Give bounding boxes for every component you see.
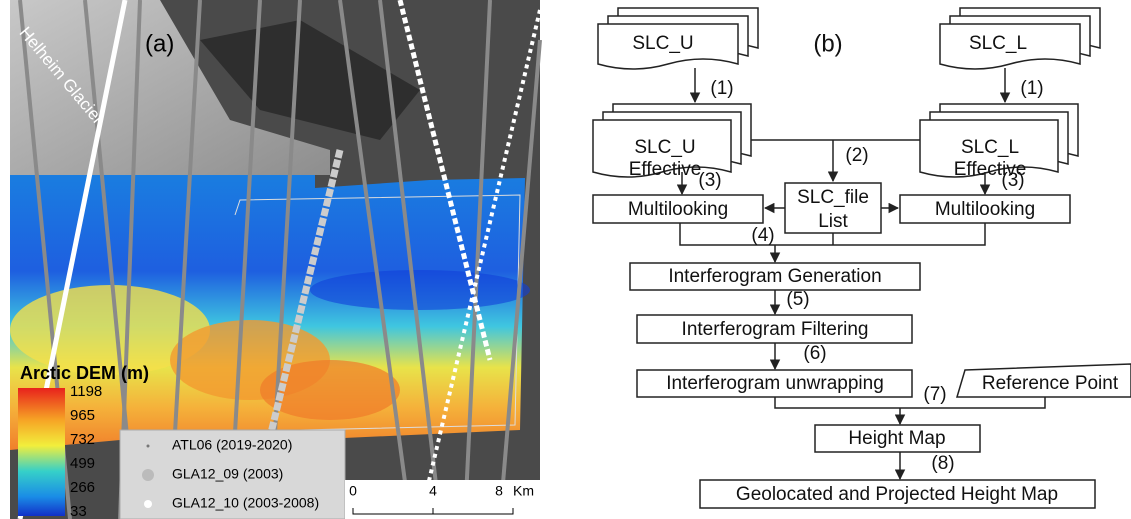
step-label: (1) [1020, 78, 1043, 99]
node-label: SLC_file [797, 187, 869, 208]
step-label: (2) [845, 145, 868, 166]
colorbar-tick-label: 965 [70, 407, 95, 424]
step-label: (3) [1001, 170, 1024, 191]
scale-label: 4 [429, 483, 437, 499]
colorbar-tick-label: 33 [70, 503, 87, 519]
dem-low [310, 270, 530, 310]
legend-entry: GLA12_10 (2003-2008) [172, 495, 319, 511]
node-label: Multilooking [628, 199, 728, 220]
colorbar-tick-label: 499 [70, 455, 95, 472]
node-label: List [818, 211, 848, 232]
connector [775, 397, 1045, 408]
flowchart-panel: (b) SLC_U SLC_L (1) (1) SLC_U Effective … [593, 8, 1131, 508]
step-label: (6) [803, 343, 826, 364]
legend-symbol [142, 469, 154, 481]
scale-label: 8 [495, 483, 503, 499]
legend-symbol [144, 500, 152, 508]
step-label: (3) [698, 170, 721, 191]
step-label: (7) [923, 384, 946, 405]
node-label: Reference Point [982, 373, 1119, 394]
colorbar-tick-label: 266 [70, 479, 95, 496]
figure: (a) Helheim Glacier Arctic DEM (m) 11989… [0, 0, 1131, 519]
step-label: (4) [751, 225, 774, 246]
node-label: SLC_L [969, 33, 1027, 54]
node-label: Height Map [848, 428, 945, 449]
colorbar-title: Arctic DEM (m) [20, 363, 149, 383]
node-label: Interferogram unwrapping [666, 373, 884, 394]
map-panel: (a) Helheim Glacier Arctic DEM (m) 11989… [10, 0, 540, 519]
node-label: Multilooking [935, 199, 1035, 220]
node-label: SLC_U [632, 33, 693, 54]
node-label: Geolocated and Projected Height Map [736, 484, 1058, 505]
node-label: Interferogram Generation [668, 266, 881, 287]
scale-label: 0 [349, 483, 357, 499]
colorbar-tick-label: 1198 [70, 383, 102, 400]
panel-label: (b) [813, 30, 842, 57]
node-label: SLC_L [961, 137, 1019, 158]
panel-label: (a) [145, 30, 174, 57]
step-label: (8) [931, 453, 954, 474]
scale-bar-box [345, 480, 540, 519]
node-label: Effective [629, 159, 702, 180]
scale-unit: Km [513, 483, 534, 499]
colorbar [18, 388, 65, 516]
step-label: (1) [710, 78, 733, 99]
node-label: Interferogram Filtering [682, 319, 869, 340]
legend-entry: GLA12_09 (2003) [172, 466, 283, 482]
step-label: (5) [786, 289, 809, 310]
legend-symbol [147, 445, 150, 448]
legend-entry: ATL06 (2019-2020) [172, 437, 292, 453]
colorbar-tick-label: 732 [70, 431, 95, 448]
node-label: SLC_U [634, 137, 695, 158]
